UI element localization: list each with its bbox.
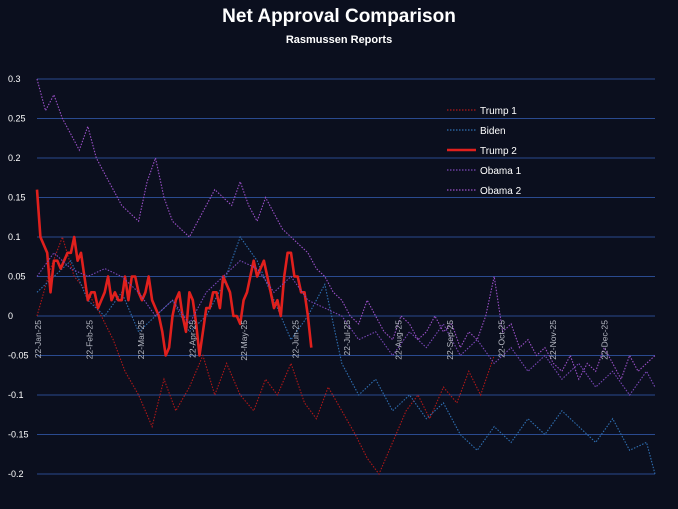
y-tick-label: -0.1 — [8, 390, 24, 400]
series-line-biden — [36, 235, 656, 475]
x-tick-label: 22-Oct-25 — [497, 320, 507, 358]
y-tick-label: 0.25 — [8, 114, 26, 124]
y-tick-label: 0.2 — [8, 153, 21, 163]
series-line-obama-2 — [36, 78, 656, 381]
y-tick-label: 0.15 — [8, 193, 26, 203]
chart-title: Net Approval Comparison — [222, 6, 456, 27]
y-tick-label: 0.05 — [8, 272, 26, 282]
legend-label: Trump 1 — [480, 106, 517, 117]
x-tick-label: 22-Apr-25 — [188, 320, 198, 358]
series-line-trump-1 — [36, 235, 495, 476]
chart-subtitle: Rasmussen Reports — [285, 34, 393, 46]
series-line-trump-2 — [35, 189, 313, 357]
x-tick-label: 22-Jun-25 — [291, 320, 301, 359]
y-tick-label: 0.1 — [8, 232, 21, 242]
legend-label: Biden — [480, 126, 506, 137]
y-axis-ticks: 0.3 0.25 0.2 0.15 0.1 0.05 0 -0.05 -0.1 -0.15 -0.2 — [8, 74, 29, 479]
x-tick-label: 22-Dec-25 — [600, 320, 610, 360]
x-tick-label: 22-Aug-25 — [394, 320, 404, 360]
series-lines — [35, 78, 656, 476]
x-tick-label: 22-Feb-25 — [85, 320, 95, 359]
series-line-obama-1 — [36, 251, 656, 396]
y-tick-label: -0.2 — [8, 469, 24, 479]
x-tick-label: 22-Jan-25 — [33, 320, 43, 359]
x-tick-label: 22-May-25 — [239, 320, 249, 361]
legend-label: Obama 1 — [480, 166, 522, 177]
x-tick-label: 22-Mar-25 — [136, 320, 146, 359]
x-axis-ticks: 22-Jan-25 22-Feb-25 22-Mar-25 22-Apr-25 22-M… — [33, 320, 610, 361]
x-tick-label: 22-Jul-25 — [342, 320, 352, 356]
y-tick-label: 0 — [8, 311, 13, 321]
y-tick-label: 0.3 — [8, 74, 21, 84]
x-tick-label: 22-Nov-25 — [548, 320, 558, 360]
gridlines — [37, 78, 655, 475]
x-tick-label: 22-Sep-25 — [445, 320, 455, 360]
y-tick-label: -0.15 — [8, 430, 29, 440]
legend: Trump 1 Biden Trump 2 Obama 1 Obama 2 — [447, 106, 522, 197]
y-tick-label: -0.05 — [8, 351, 29, 361]
legend-label: Obama 2 — [480, 186, 522, 197]
legend-label: Trump 2 — [480, 146, 517, 157]
